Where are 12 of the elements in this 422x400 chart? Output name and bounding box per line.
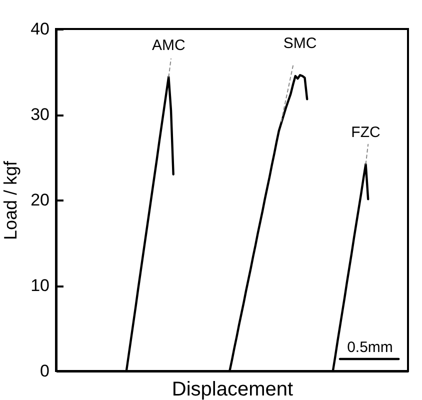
line-series [280,65,294,122]
y-tick-label: 20 [30,190,50,210]
y-tick-label: 0 [40,362,50,380]
y-tick-label: 40 [30,20,50,38]
series-label: FZC [351,124,380,142]
y-axis-title: Load / kgf [0,160,21,240]
annotation: 0.5mm [347,339,393,356]
y-tick-label: 10 [30,276,50,295]
series-label: SMC [283,35,317,52]
y-tick-label: 30 [30,105,50,124]
x-axis-title: Displacement [172,378,294,400]
series-label: AMC [152,36,186,54]
